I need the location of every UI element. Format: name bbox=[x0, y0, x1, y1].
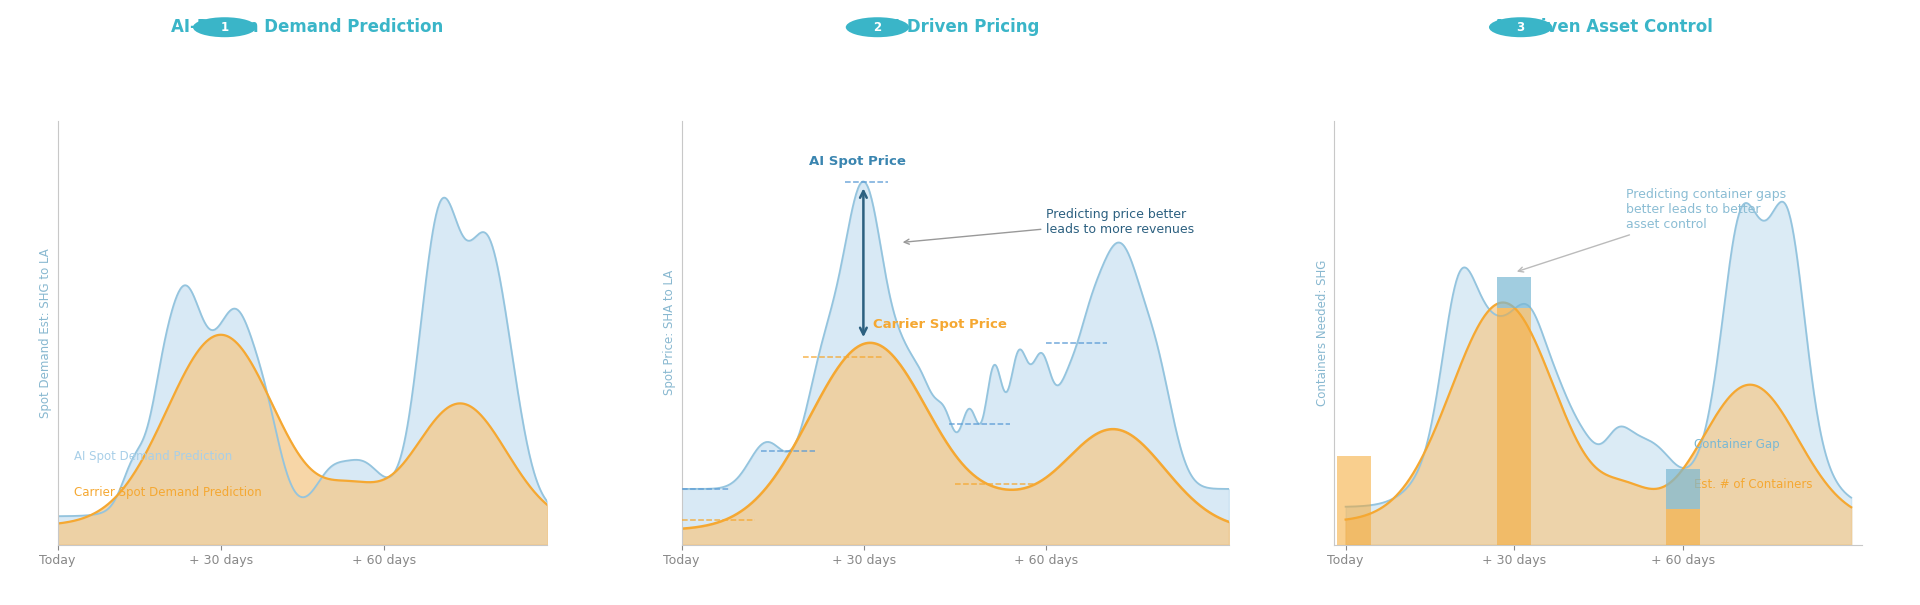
Y-axis label: Spot Price: SHA to LA: Spot Price: SHA to LA bbox=[662, 270, 676, 396]
Text: AI-Driven Pricing: AI-Driven Pricing bbox=[881, 18, 1039, 36]
Text: 3: 3 bbox=[1517, 21, 1524, 34]
Y-axis label: Containers Needed: SHG: Containers Needed: SHG bbox=[1315, 260, 1329, 406]
Bar bbox=[1667, 469, 1699, 509]
Bar bbox=[1498, 276, 1530, 308]
Text: 2: 2 bbox=[874, 21, 881, 34]
Bar bbox=[1667, 509, 1699, 544]
Text: AI-Driven Demand Prediction: AI-Driven Demand Prediction bbox=[171, 18, 444, 36]
Text: Predicting price better
leads to more revenues: Predicting price better leads to more re… bbox=[904, 208, 1194, 244]
Text: AI Spot Price: AI Spot Price bbox=[808, 155, 906, 168]
Bar bbox=[1498, 308, 1530, 544]
Text: Predicting container gaps
better leads to better
asset control: Predicting container gaps better leads t… bbox=[1519, 188, 1788, 272]
Text: Carrier Spot Price: Carrier Spot Price bbox=[872, 318, 1006, 331]
Text: Est. # of Containers: Est. # of Containers bbox=[1693, 478, 1812, 491]
Bar bbox=[1336, 456, 1371, 544]
Text: AI-Driven Asset Control: AI-Driven Asset Control bbox=[1494, 18, 1713, 36]
Text: Carrier Spot Demand Prediction: Carrier Spot Demand Prediction bbox=[73, 486, 261, 499]
Text: Container Gap: Container Gap bbox=[1693, 437, 1780, 451]
Text: AI Spot Demand Prediction: AI Spot Demand Prediction bbox=[73, 450, 232, 463]
Text: 1: 1 bbox=[221, 21, 228, 34]
Y-axis label: Spot Demand Est: SHG to LA: Spot Demand Est: SHG to LA bbox=[38, 248, 52, 417]
